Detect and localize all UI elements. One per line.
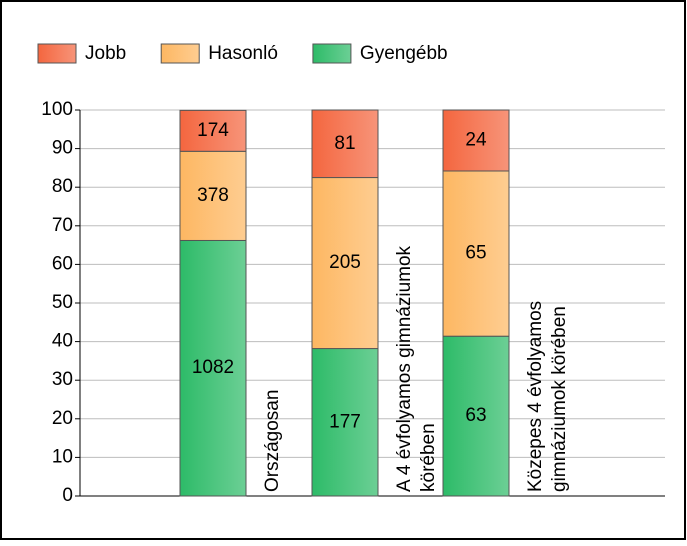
bar-segment (179, 239, 247, 497)
data-label: 24 (465, 130, 487, 151)
bar-segment (442, 170, 510, 337)
x-tick-label: A 4 évfolyamos gimnáziumok (394, 245, 415, 492)
y-tick-label: 40 (52, 331, 73, 352)
y-tick-label: 70 (52, 215, 73, 236)
bar-segment (311, 109, 379, 179)
y-tick-label: 100 (41, 99, 73, 120)
data-label: 378 (197, 185, 229, 206)
data-label: 1082 (192, 357, 234, 378)
data-label: 81 (334, 133, 355, 154)
x-tick-label: gimnáziumok körében (549, 306, 570, 492)
y-tick-label: 0 (62, 485, 73, 506)
data-label: 63 (465, 405, 486, 426)
data-label: 174 (197, 120, 229, 141)
y-tick-label: 10 (52, 446, 73, 467)
bar-segment (442, 109, 510, 172)
data-label: 177 (329, 411, 361, 432)
y-tick-label: 50 (52, 292, 73, 313)
x-tick-label: Közepes 4 évfolyamos (525, 301, 546, 492)
x-tick-label: Országosan (262, 390, 283, 492)
legend-swatch (312, 43, 352, 64)
bar-segment (311, 177, 379, 350)
y-tick-label: 20 (52, 408, 73, 429)
legend-label: Hasonló (208, 43, 278, 64)
bar-segment (179, 109, 247, 152)
legend-swatch (37, 43, 77, 64)
y-tick-label: 80 (52, 176, 73, 197)
y-tick-label: 90 (52, 138, 73, 159)
legend-label: Gyengébb (360, 43, 448, 64)
data-label: 205 (329, 252, 361, 273)
data-label: 65 (465, 243, 486, 264)
legend-label: Jobb (85, 43, 126, 64)
y-tick-label: 60 (52, 253, 73, 274)
y-tick-label: 30 (52, 369, 73, 390)
x-tick-label: körében (418, 423, 439, 492)
bar-segment (311, 348, 379, 497)
legend-swatch (160, 43, 200, 64)
bar-segment (442, 335, 510, 497)
